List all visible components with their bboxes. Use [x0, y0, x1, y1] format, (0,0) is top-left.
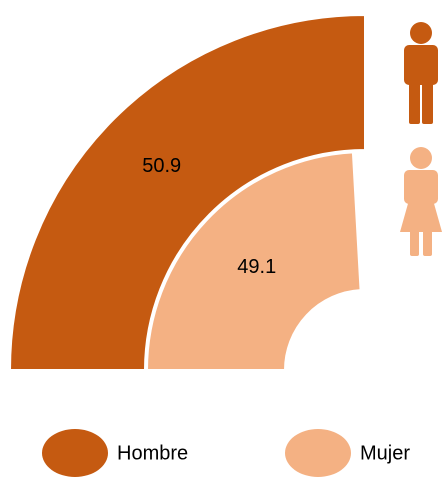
woman-icon — [400, 147, 442, 256]
legend-label: Hombre — [117, 442, 188, 464]
radial-bar — [145, 151, 362, 371]
radial-bar — [8, 13, 366, 371]
value-label: 50.9 — [142, 155, 181, 177]
legend-label: Mujer — [360, 442, 410, 464]
man-icon — [404, 22, 438, 124]
legend-swatch — [42, 429, 108, 477]
legend-swatch — [285, 429, 351, 477]
value-label: 49.1 — [237, 256, 276, 278]
